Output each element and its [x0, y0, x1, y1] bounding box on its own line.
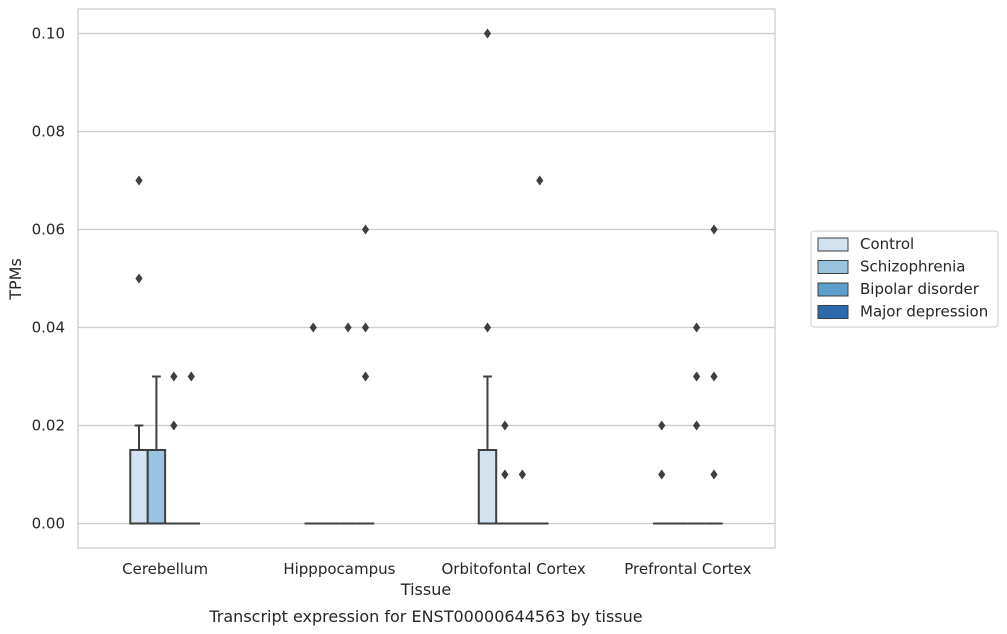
x-axis-title: Tissue — [400, 580, 451, 599]
legend-label: Bipolar disorder — [860, 280, 980, 298]
x-tick-label: Prefrontal Cortex — [624, 560, 751, 578]
legend-frame — [810, 230, 999, 328]
box-control — [653, 420, 671, 525]
x-tick-labels: Cerebellum Hipppocampus Orbitofontal Corte… — [122, 560, 751, 578]
legend-label: Major depression — [860, 303, 988, 321]
outlier-point — [483, 322, 492, 333]
y-axis-title: TPMs — [6, 258, 25, 301]
legend-label: Control — [860, 235, 914, 253]
legend: Control Schizophrenia Bipolar disorder Majo… — [810, 230, 999, 328]
outlier-point — [692, 322, 701, 333]
y-tick-label: 0.08 — [32, 123, 65, 141]
x-tick-label: Orbitofontal Cortex — [442, 560, 586, 578]
legend-swatch — [817, 237, 849, 252]
y-tick-labels: 0.00 0.02 0.04 0.06 0.08 0.10 — [32, 25, 65, 533]
box-bipolar-disorder — [687, 322, 706, 525]
outlier-point — [170, 371, 178, 382]
outlier-point — [658, 469, 666, 480]
outlier-point — [658, 420, 666, 431]
outlier-point — [344, 322, 352, 333]
outlier-point — [361, 224, 370, 235]
outlier-point — [361, 371, 370, 382]
y-tick-label: 0.10 — [32, 25, 65, 43]
box-control — [129, 175, 149, 525]
legend-swatch — [817, 305, 849, 319]
x-tick-label: Cerebellum — [122, 560, 208, 578]
outlier-point — [361, 322, 370, 333]
box-control — [477, 28, 498, 525]
box-major-depression — [182, 371, 200, 525]
outlier-point — [710, 371, 718, 382]
outlier-point — [483, 28, 492, 39]
legend-label: Schizophrenia — [860, 258, 965, 276]
outlier-point — [501, 420, 509, 431]
outlier-point — [536, 175, 544, 186]
chart-title: Transcript expression for ENST0000064456… — [208, 607, 642, 626]
box-iqr — [477, 449, 498, 525]
x-tick-label: Hipppocampus — [283, 560, 395, 578]
outlier-point — [518, 469, 526, 480]
y-tick-label: 0.00 — [32, 515, 65, 533]
outlier-point — [501, 469, 509, 480]
outlier-point — [692, 420, 701, 431]
outlier-point — [692, 371, 701, 382]
outlier-point — [170, 420, 178, 431]
y-tick-label: 0.06 — [32, 221, 65, 239]
box-schizophrenia — [496, 420, 514, 525]
box-bipolar-disorder — [513, 469, 532, 525]
outlier-point — [710, 224, 718, 235]
box-bipolar-disorder — [339, 322, 357, 525]
box-major-depression — [531, 175, 549, 525]
box-iqr — [146, 449, 167, 525]
box-schizophrenia — [146, 375, 167, 525]
box-major-depression — [705, 224, 723, 525]
outlier-point — [135, 273, 143, 284]
legend-swatch — [817, 282, 849, 297]
box-iqr — [129, 449, 149, 525]
box-bipolar-disorder — [165, 371, 183, 525]
y-tick-label: 0.02 — [32, 417, 65, 435]
legend-swatch — [817, 260, 849, 274]
y-tick-label: 0.04 — [32, 319, 65, 337]
boxes — [129, 28, 723, 525]
box-major-depression — [356, 224, 375, 525]
outlier-point — [710, 469, 718, 480]
box-control — [304, 322, 322, 525]
outlier-point — [309, 322, 317, 333]
plot-frame — [77, 8, 776, 549]
gridlines — [78, 32, 775, 525]
outlier-point — [187, 371, 195, 382]
outlier-point — [135, 175, 143, 186]
